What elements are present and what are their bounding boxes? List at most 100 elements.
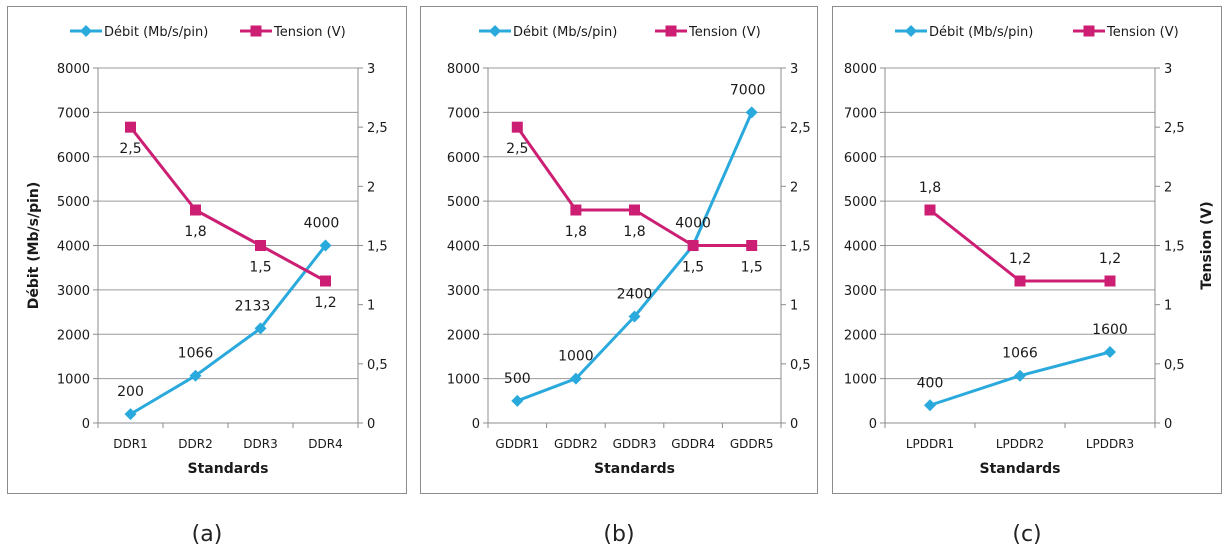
x-axis-title: Standards: [980, 461, 1061, 477]
y-tick-label: 5000: [57, 195, 90, 210]
y-tick-label: 6000: [844, 151, 877, 166]
y-tick-label: 0: [472, 417, 480, 432]
data-point-debit: [511, 394, 524, 407]
y2-tick-label: 2: [790, 180, 798, 195]
y-tick-label: 6000: [447, 151, 480, 166]
y2-tick-label: 0: [367, 417, 375, 432]
data-point-debit: [745, 106, 758, 119]
data-point-tension: [629, 204, 640, 216]
legend-label: Tension (V): [688, 25, 761, 40]
y2-tick-label: 2,5: [1164, 121, 1185, 136]
y-tick-label: 3000: [844, 284, 877, 299]
x-tick-label: DDR1: [113, 437, 147, 451]
x-tick-label: GDDR3: [613, 437, 657, 451]
data-point-tension: [687, 240, 699, 251]
y-tick-label: 3000: [447, 284, 480, 299]
data-point-tension: [320, 275, 331, 287]
data-label-tension: 1,5: [682, 260, 704, 276]
x-tick-label: LPDDR1: [906, 437, 954, 451]
y-tick-label: 7000: [447, 106, 480, 121]
data-label-tension: 1,8: [565, 224, 587, 240]
y2-tick-label: 2,5: [790, 121, 811, 136]
legend-label: Tension (V): [273, 25, 346, 40]
series-line-tension: [129, 126, 327, 283]
legend-marker-diamond: [905, 25, 917, 37]
data-label-tension: 1,5: [741, 260, 763, 276]
y2-tick-label: 0: [790, 417, 798, 432]
chart-panel-a: 0 1000 2000 3000 4000 5000 6000 7000 8000 0 0,5 1 1,…: [7, 6, 407, 494]
chart-svg-c: 0 1000 2000 3000 4000 5000 6000 7000 8000 0 0,5 1 1,…: [844, 25, 1215, 477]
legend-label: Tension (V): [1106, 25, 1179, 40]
data-label-tension: 1,2: [314, 295, 336, 311]
data-label-debit: 7000: [730, 82, 766, 98]
x-axis-title: Standards: [594, 461, 675, 477]
y-tick-label: 5000: [447, 195, 480, 210]
data-label-debit: 200: [117, 384, 144, 400]
y2-axis-title: Tension (V): [1199, 201, 1215, 289]
data-label-debit: 4000: [675, 216, 711, 232]
data-point-tension: [924, 204, 936, 216]
data-label-debit: 1066: [1002, 346, 1038, 362]
data-point-tension: [1014, 275, 1026, 287]
y2-tick-label: 0: [1164, 417, 1172, 432]
y-tick-label: 8000: [447, 62, 480, 77]
data-label-tension: 2,5: [119, 141, 141, 157]
x-tick-label: DDR2: [178, 437, 212, 451]
y-axis-title: Débit (Mb/s/pin): [26, 182, 42, 310]
y2-tick-label: 1,5: [790, 240, 811, 255]
x-tick-label: GDDR5: [730, 437, 774, 451]
y-tick-label: 0: [869, 417, 877, 432]
y2-tick-label: 3: [367, 62, 375, 77]
data-point-debit: [1104, 346, 1116, 358]
data-point-tension: [190, 204, 201, 216]
x-tick-label: GDDR2: [554, 437, 598, 451]
data-label-tension: 2,5: [506, 141, 528, 157]
y-tick-label: 8000: [844, 62, 877, 77]
caption-c: (c): [1012, 522, 1042, 547]
legend-marker-diamond: [489, 25, 501, 37]
x-tick-label: LPDDR3: [1086, 437, 1134, 451]
y2-tick-label: 1: [790, 299, 798, 314]
y2-tick-label: 2: [367, 180, 375, 195]
data-point-debit: [569, 372, 582, 385]
x-tick-label: GDDR4: [671, 437, 715, 451]
series-line-debit: [129, 244, 327, 416]
data-point-debit: [924, 399, 936, 412]
x-tick-label: DDR3: [243, 437, 277, 451]
legend-marker-square: [250, 25, 262, 37]
y-tick-label: 5000: [844, 195, 877, 210]
y-tick-label: 4000: [57, 240, 90, 255]
data-point-tension: [125, 121, 136, 133]
data-label-debit: 500: [504, 371, 531, 387]
y2-tick-label: 3: [790, 62, 798, 77]
y-tick-label: 2000: [844, 328, 877, 343]
data-label-debit: 2133: [235, 298, 271, 314]
legend-label: Débit (Mb/s/pin): [929, 25, 1033, 40]
data-point-tension: [255, 240, 266, 251]
y2-tick-label: 1: [367, 299, 375, 314]
legend-marker-square: [1083, 25, 1095, 37]
y-tick-label: 1000: [447, 373, 480, 388]
y2-tick-label: 2: [1164, 180, 1172, 195]
data-label-tension: 1,2: [1099, 251, 1121, 267]
caption-a: (a): [191, 522, 223, 547]
legend-marker-square: [665, 25, 677, 37]
y2-tick-label: 1,5: [1164, 240, 1185, 255]
y2-tick-label: 0,5: [790, 358, 811, 373]
x-tick-label: GDDR1: [495, 437, 539, 451]
y2-tick-label: 1: [1164, 299, 1172, 314]
y-tick-label: 4000: [447, 240, 480, 255]
data-label-debit: 1066: [178, 346, 214, 362]
series-line-debit: [516, 111, 754, 403]
data-point-tension: [570, 204, 582, 216]
data-label-tension: 1,8: [623, 224, 645, 240]
data-point-tension: [746, 240, 758, 251]
data-label-debit: 2400: [617, 287, 653, 303]
x-axis-title: Standards: [188, 461, 269, 477]
chart-svg-a: 0 1000 2000 3000 4000 5000 6000 7000 8000 0 0,5 1 1,…: [26, 25, 388, 477]
data-label-debit: 4000: [304, 216, 340, 232]
y-tick-label: 1000: [57, 373, 90, 388]
data-point-tension: [1104, 275, 1116, 287]
data-point-debit: [628, 310, 641, 323]
y2-tick-label: 0,5: [367, 358, 388, 373]
